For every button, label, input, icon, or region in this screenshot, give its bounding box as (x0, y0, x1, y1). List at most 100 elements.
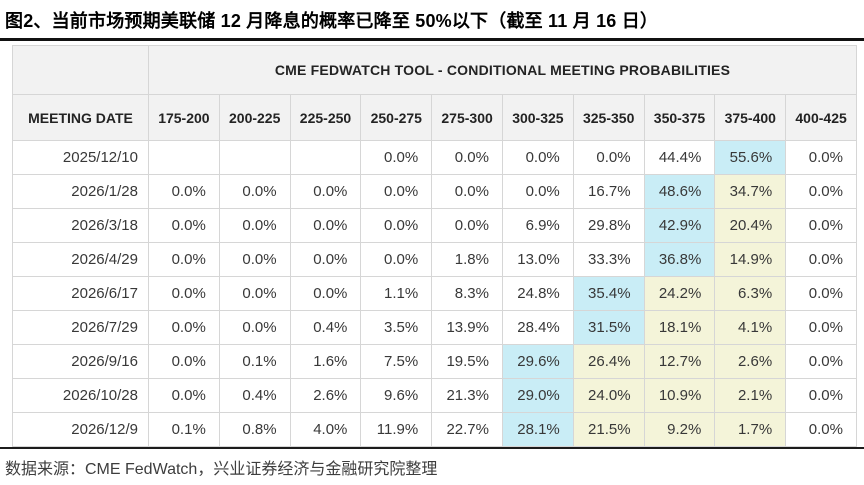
probability-cell: 0.0% (785, 412, 857, 447)
table-title-row: CME FEDWATCH TOOL - CONDITIONAL MEETING … (12, 45, 857, 95)
source-note: 数据来源：CME FedWatch，兴业证券经济与金融研究院整理 (5, 461, 438, 478)
figure-title: 图2、当前市场预期美联储 12 月降息的概率已降至 50%以下（截至 11 月 … (5, 11, 659, 31)
probability-cell: 2.1% (714, 378, 787, 413)
probability-cell: 0.0% (360, 140, 433, 175)
probability-cell: 2.6% (289, 378, 362, 413)
probability-cell: 21.3% (431, 378, 503, 413)
probability-cell: 1.8% (431, 242, 503, 277)
table-row: 2026/7/29 0.0% 0.0% 0.4% 3.5% 13.9% 28.4% 31.5%… (12, 310, 857, 345)
probability-cell: 44.4% (643, 140, 716, 175)
probability-cell: 4.1% (714, 310, 787, 345)
corner-cell (12, 45, 149, 95)
probability-cell: 20.4% (714, 208, 787, 243)
probability-cell: 1.7% (714, 412, 787, 447)
meeting-date-cell: 2026/4/29 (12, 242, 149, 277)
probability-cell: 22.7% (431, 412, 503, 447)
probability-cell: 24.2% (643, 276, 716, 311)
probability-cell: 0.0% (218, 242, 291, 277)
rate-range-header: 400-425 (785, 94, 857, 141)
probability-cell: 0.1% (148, 412, 220, 447)
probability-cell: 0.0% (148, 242, 220, 277)
table-row: 2026/10/28 0.0% 0.4% 2.6% 9.6% 21.3% 29.0% 24.0… (12, 378, 857, 413)
probability-cell (289, 140, 362, 175)
probability-cell: 0.0% (785, 276, 857, 311)
meeting-date-cell: 2026/6/17 (12, 276, 149, 311)
probability-cell: 0.4% (218, 378, 291, 413)
probability-cell: 0.0% (148, 174, 220, 209)
meeting-date-cell: 2025/12/10 (12, 140, 149, 175)
rate-range-header: 325-350 (572, 94, 645, 141)
probability-cell: 0.0% (218, 174, 291, 209)
probability-cell: 4.0% (289, 412, 362, 447)
rate-range-header: 200-225 (218, 94, 291, 141)
probability-cell: 35.4% (572, 276, 645, 311)
probability-cell: 13.9% (431, 310, 503, 345)
fedwatch-probability-table: CME FEDWATCH TOOL - CONDITIONAL MEETING … (12, 45, 857, 447)
probability-cell: 0.0% (431, 174, 503, 209)
probability-cell: 24.8% (501, 276, 574, 311)
probability-cell: 24.0% (572, 378, 645, 413)
rate-range-header: 275-300 (431, 94, 503, 141)
probability-cell: 0.0% (360, 174, 433, 209)
table-row: 2026/3/18 0.0% 0.0% 0.0% 0.0% 0.0% 6.9% 29.8% 42… (12, 208, 857, 243)
rate-range-header: 300-325 (501, 94, 574, 141)
probability-cell: 0.0% (785, 310, 857, 345)
column-header-row: MEETING DATE 175-200 200-225 225-250 250-27… (12, 94, 857, 141)
rate-range-header: 175-200 (148, 94, 220, 141)
probability-cell: 34.7% (714, 174, 787, 209)
probability-cell: 0.0% (572, 140, 645, 175)
probability-cell: 8.3% (431, 276, 503, 311)
meeting-date-cell: 2026/9/16 (12, 344, 149, 379)
table-row: 2026/4/29 0.0% 0.0% 0.0% 0.0% 1.8% 13.0% 33.3% 3… (12, 242, 857, 277)
probability-cell: 0.0% (148, 276, 220, 311)
probability-cell: 0.0% (289, 174, 362, 209)
probability-cell: 9.2% (643, 412, 716, 447)
table-row: 2026/1/28 0.0% 0.0% 0.0% 0.0% 0.0% 0.0% 16.7% 48… (12, 174, 857, 209)
bottom-divider (0, 447, 864, 449)
probability-cell: 7.5% (360, 344, 433, 379)
probability-cell: 0.0% (360, 242, 433, 277)
probability-cell: 0.0% (218, 276, 291, 311)
probability-cell: 9.6% (360, 378, 433, 413)
probability-cell: 14.9% (714, 242, 787, 277)
probability-cell: 18.1% (643, 310, 716, 345)
probability-cell: 13.0% (501, 242, 574, 277)
probability-cell: 0.0% (501, 140, 574, 175)
probability-cell: 0.0% (785, 242, 857, 277)
probability-cell (218, 140, 291, 175)
probability-cell: 0.0% (148, 208, 220, 243)
probability-cell: 26.4% (572, 344, 645, 379)
probability-cell: 0.0% (289, 242, 362, 277)
probability-cell: 2.6% (714, 344, 787, 379)
table-row: 2025/12/10 0.0% 0.0% 0.0% 0.0% 44.4% 55.6% 0.0% (12, 140, 857, 175)
probability-cell: 0.4% (289, 310, 362, 345)
probability-cell: 0.0% (785, 140, 857, 175)
probability-cell: 0.0% (785, 208, 857, 243)
probability-cell: 29.8% (572, 208, 645, 243)
probability-cell: 0.0% (148, 310, 220, 345)
table-container: CME FEDWATCH TOOL - CONDITIONAL MEETING … (0, 41, 864, 447)
probability-cell: 42.9% (643, 208, 716, 243)
probability-cell: 33.3% (572, 242, 645, 277)
probability-cell: 28.1% (501, 412, 574, 447)
probability-cell (148, 140, 220, 175)
probability-cell: 0.0% (218, 310, 291, 345)
probability-cell: 10.9% (643, 378, 716, 413)
probability-cell: 0.0% (289, 276, 362, 311)
probability-cell: 6.3% (714, 276, 787, 311)
table-row: 2026/9/16 0.0% 0.1% 1.6% 7.5% 19.5% 29.6% 26.4%… (12, 344, 857, 379)
probability-cell: 28.4% (501, 310, 574, 345)
probability-cell: 29.6% (501, 344, 574, 379)
meeting-date-cell: 2026/1/28 (12, 174, 149, 209)
meeting-date-cell: 2026/12/9 (12, 412, 149, 447)
meeting-date-cell: 2026/10/28 (12, 378, 149, 413)
probability-cell: 1.6% (289, 344, 362, 379)
probability-cell: 0.0% (148, 344, 220, 379)
probability-cell: 55.6% (714, 140, 787, 175)
probability-cell: 0.0% (431, 140, 503, 175)
probability-cell: 0.0% (431, 208, 503, 243)
probability-cell: 0.0% (785, 378, 857, 413)
probability-cell: 0.0% (501, 174, 574, 209)
probability-cell: 0.0% (785, 174, 857, 209)
